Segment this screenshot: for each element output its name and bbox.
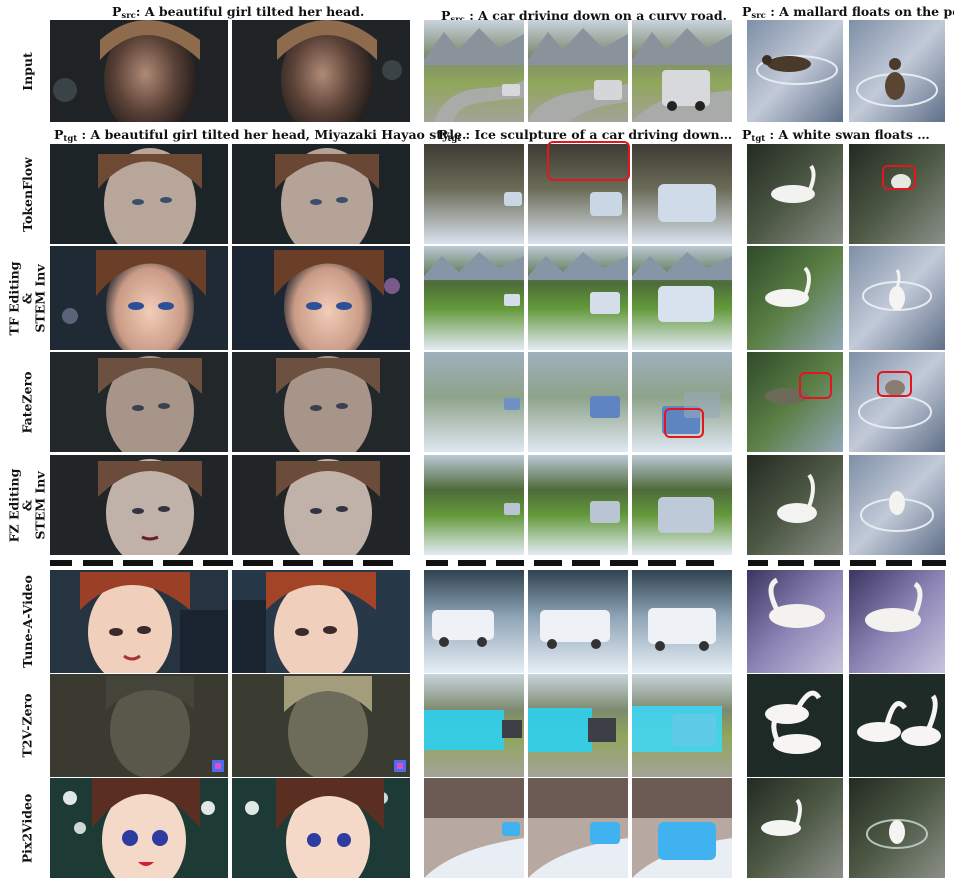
tokenflow-swan-frame-2	[849, 144, 945, 244]
fz-stem-girl-frame-2	[232, 455, 410, 555]
caption-col1-tgt: Ptgt : A beautiful girl tilted her head,…	[54, 127, 467, 145]
tune-a-video-car-frame-2	[528, 570, 628, 673]
t2v-zero-swan-frame-2	[849, 674, 945, 777]
fatezero-car-frame-2	[528, 352, 628, 452]
caption-col1-src: Psrc: A beautiful girl tilted her head.	[112, 4, 365, 22]
t2v-zero-car-frame-3	[632, 674, 732, 777]
highlight-box-fatezero-swan-2	[877, 371, 912, 397]
row-label-input: Input	[19, 51, 35, 91]
pix2video-car-frame-2	[528, 778, 628, 878]
highlight-box-fatezero-swan-1	[799, 372, 832, 399]
pix2video-girl-frame-2	[232, 778, 410, 878]
pix2video-swan-frame-1	[747, 778, 843, 878]
caption-col3-tgt: Ptgt : A white swan floats …	[742, 127, 930, 145]
tokenflow-girl-frame-2	[232, 144, 410, 244]
fatezero-swan-frame-2	[849, 352, 945, 452]
t2v-zero-girl-frame-2	[232, 674, 410, 777]
row-label-fatezero: FateZero	[19, 370, 35, 434]
input-car-frame-2	[528, 20, 628, 122]
input-car-frame-1	[424, 20, 524, 122]
fz-stem-car-frame-1	[424, 455, 524, 555]
t2v-zero-swan-frame-1	[747, 674, 843, 777]
t2v-zero-car-frame-1	[424, 674, 524, 777]
tokenflow-swan-frame-1	[747, 144, 843, 244]
pix2video-car-frame-1	[424, 778, 524, 878]
tf-stem-car-frame-2	[528, 246, 628, 350]
tf-stem-girl-frame-2	[232, 246, 410, 350]
fatezero-car-frame-3	[632, 352, 732, 452]
tune-a-video-swan-frame-1	[747, 570, 843, 673]
highlight-box-fatezero-car	[664, 408, 704, 438]
fz-stem-swan-frame-2	[849, 455, 945, 555]
highlight-box-tokenflow-car	[547, 141, 630, 181]
tokenflow-girl-frame-1	[50, 144, 228, 244]
t2v-zero-girl-frame-1	[50, 674, 228, 777]
pix2video-car-frame-3	[632, 778, 732, 878]
row-label-tf-editing-stem-inv: TF Editing & STEM Inv	[6, 261, 48, 335]
fz-stem-car-frame-2	[528, 455, 628, 555]
caption-col2-tgt: Ptgt : Ice sculpture of a car driving do…	[438, 127, 733, 145]
fatezero-girl-frame-2	[232, 352, 410, 452]
fatezero-swan-frame-1	[747, 352, 843, 452]
tune-a-video-car-frame-3	[632, 570, 732, 673]
tf-stem-car-frame-3	[632, 246, 732, 350]
fz-stem-girl-frame-1	[50, 455, 228, 555]
tf-stem-girl-frame-1	[50, 246, 228, 350]
tokenflow-car-frame-1	[424, 144, 524, 244]
row-label-pix2video: Pix2Video	[19, 793, 35, 863]
highlight-box-tokenflow-swan	[882, 165, 916, 190]
row-label-t2v-zero: T2V-Zero	[19, 693, 35, 758]
tf-stem-swan-frame-1	[747, 246, 843, 350]
caption-col3-src: Psrc : A mallard floats on the pond.	[742, 4, 954, 22]
input-duck-frame-1	[747, 20, 843, 122]
input-duck-frame-2	[849, 20, 945, 122]
input-girl-frame-2	[232, 20, 410, 122]
input-car-frame-3	[632, 20, 732, 122]
row-label-tune-a-video: Tune-A-Video	[19, 575, 35, 668]
t2v-zero-car-frame-2	[528, 674, 628, 777]
fatezero-car-frame-1	[424, 352, 524, 452]
tune-a-video-car-frame-1	[424, 570, 524, 673]
input-girl-frame-1	[50, 20, 228, 122]
tf-stem-swan-frame-2	[849, 246, 945, 350]
fz-stem-car-frame-3	[632, 455, 732, 555]
tune-a-video-girl-frame-1	[50, 570, 228, 673]
pix2video-swan-frame-2	[849, 778, 945, 878]
tokenflow-car-frame-2	[528, 144, 628, 244]
tune-a-video-swan-frame-2	[849, 570, 945, 673]
tokenflow-car-frame-3	[632, 144, 732, 244]
fatezero-girl-frame-1	[50, 352, 228, 452]
tf-stem-car-frame-1	[424, 246, 524, 350]
row-label-fz-editing-stem-inv: FZ Editing & STEM Inv	[6, 468, 48, 542]
tune-a-video-girl-frame-2	[232, 570, 410, 673]
pix2video-girl-frame-1	[50, 778, 228, 878]
fz-stem-swan-frame-1	[747, 455, 843, 555]
row-label-tokenflow: TokenFlow	[19, 156, 35, 232]
